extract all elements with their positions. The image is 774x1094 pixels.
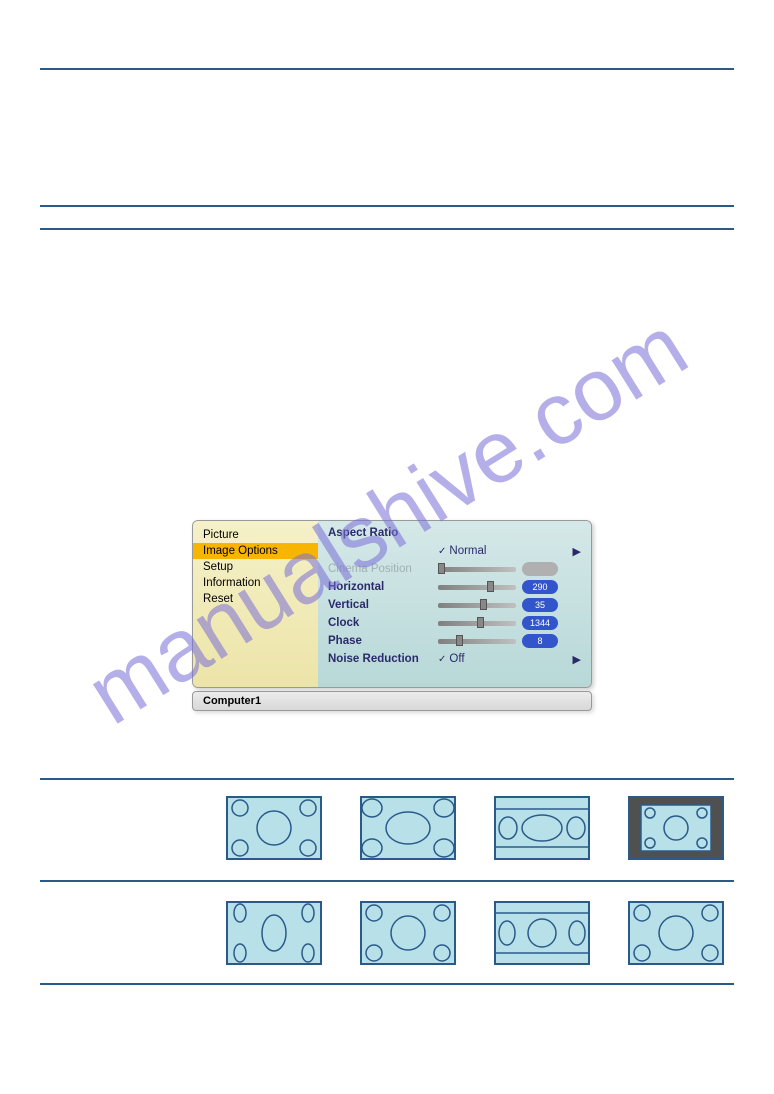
- menu-row-3[interactable]: Vertical 35: [328, 596, 581, 614]
- aspect-ratio-icon: [494, 901, 590, 965]
- slider-value-badge: 290: [522, 580, 558, 594]
- menu-item-reset[interactable]: Reset: [193, 591, 318, 607]
- menu-row-value: ✓Off ▶: [438, 653, 581, 666]
- menu-row-value: 290: [438, 580, 581, 594]
- option-value: Normal: [449, 545, 486, 557]
- slider-value-badge: 35: [522, 598, 558, 612]
- checkmark-icon: ✓: [438, 546, 446, 557]
- aspect-ratio-icon: [360, 796, 456, 860]
- aspect-ratio-icon: [494, 796, 590, 860]
- menu-row-label: Noise Reduction: [328, 653, 438, 665]
- aspect-icons-row-2: [226, 901, 724, 965]
- slider-thumb[interactable]: [477, 617, 484, 628]
- menu-right-panel: Aspect Ratio ✓Normal▶Cinema PositionHori…: [318, 521, 591, 687]
- menu-row-value: 8: [438, 634, 581, 648]
- chevron-right-icon: ▶: [573, 545, 581, 558]
- menu-row-label: Horizontal: [328, 581, 438, 593]
- slider-track[interactable]: [438, 567, 516, 572]
- slider-value-badge: 8: [522, 634, 558, 648]
- slider-track[interactable]: [438, 585, 516, 590]
- menu-left-panel: PictureImage OptionsSetupInformationRese…: [193, 521, 318, 687]
- menu-row-label: Cinema Position: [328, 563, 438, 575]
- aspect-ratio-icon: [628, 796, 724, 860]
- menu-item-picture[interactable]: Picture: [193, 527, 318, 543]
- menu-row-2[interactable]: Horizontal 290: [328, 578, 581, 596]
- aspect-icons-row-1: [226, 796, 724, 860]
- divider-3: [40, 228, 734, 230]
- menu-row-4[interactable]: Clock 1344: [328, 614, 581, 632]
- slider-thumb[interactable]: [480, 599, 487, 610]
- menu-row-value: 1344: [438, 616, 581, 630]
- menu-main: PictureImage OptionsSetupInformationRese…: [192, 520, 592, 688]
- option-value: Off: [449, 653, 464, 665]
- aspect-ratio-icon: [226, 796, 322, 860]
- divider-2: [40, 205, 734, 207]
- slider-track[interactable]: [438, 621, 516, 626]
- menu-row-6[interactable]: Noise Reduction✓Off ▶: [328, 650, 581, 668]
- menu-footer: Computer1: [192, 691, 592, 711]
- slider-thumb[interactable]: [438, 563, 445, 574]
- divider-6: [40, 983, 734, 985]
- menu-item-setup[interactable]: Setup: [193, 559, 318, 575]
- menu-row-value: 35: [438, 598, 581, 612]
- menu-item-information[interactable]: Information: [193, 575, 318, 591]
- menu-row-1[interactable]: Cinema Position: [328, 560, 581, 578]
- slider-track[interactable]: [438, 603, 516, 608]
- menu-item-image-options[interactable]: Image Options: [193, 543, 318, 559]
- aspect-ratio-icon: [360, 901, 456, 965]
- slider-value-badge: [522, 562, 558, 576]
- menu-row-0[interactable]: ✓Normal ▶: [328, 542, 581, 560]
- divider-5: [40, 880, 734, 882]
- menu-header: Aspect Ratio: [328, 527, 581, 539]
- checkmark-icon: ✓: [438, 654, 446, 665]
- menu-row-value: [438, 562, 581, 576]
- menu-row-5[interactable]: Phase 8: [328, 632, 581, 650]
- slider-track[interactable]: [438, 639, 516, 644]
- menu-row-label: Clock: [328, 617, 438, 629]
- slider-thumb[interactable]: [487, 581, 494, 592]
- menu-row-label: Phase: [328, 635, 438, 647]
- aspect-ratio-icon: [226, 901, 322, 965]
- slider-value-badge: 1344: [522, 616, 558, 630]
- aspect-ratio-icon: [628, 901, 724, 965]
- menu-row-label: Vertical: [328, 599, 438, 611]
- slider-thumb[interactable]: [456, 635, 463, 646]
- projector-menu: PictureImage OptionsSetupInformationRese…: [192, 520, 592, 711]
- chevron-right-icon: ▶: [573, 653, 581, 666]
- divider-4: [40, 778, 734, 780]
- divider-1: [40, 68, 734, 70]
- menu-row-value: ✓Normal ▶: [438, 545, 581, 558]
